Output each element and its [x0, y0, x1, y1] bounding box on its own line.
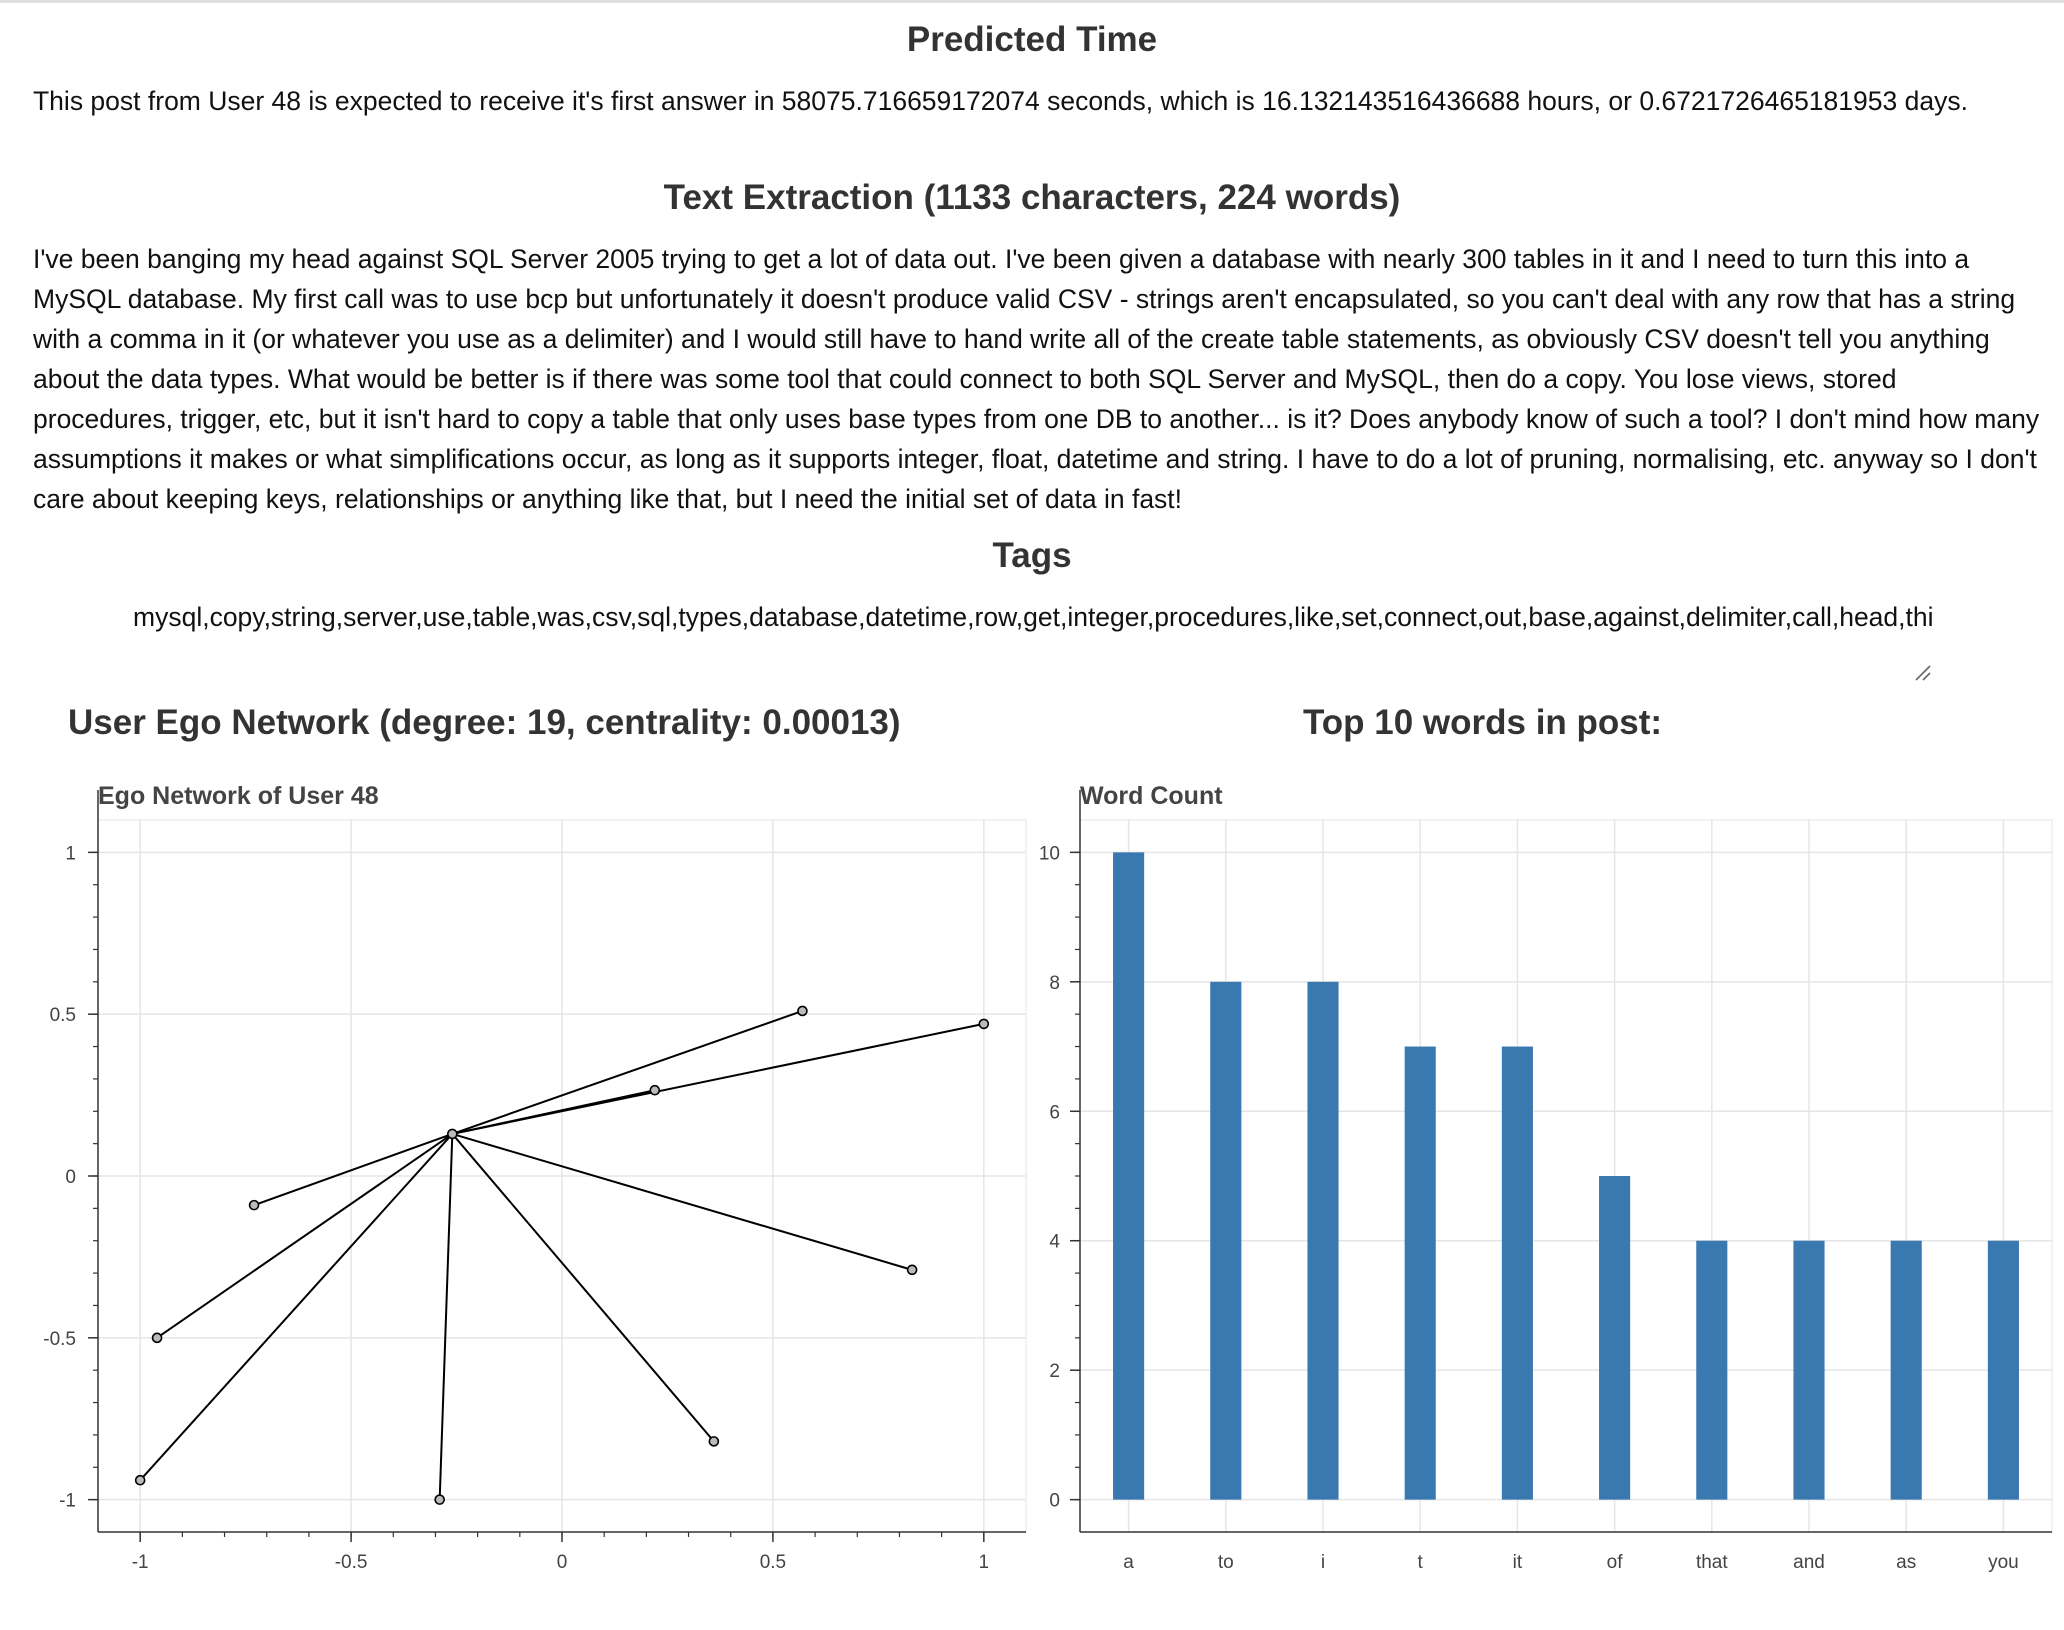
ego-node — [151, 1332, 163, 1344]
ego-node — [708, 1436, 720, 1447]
bar-as — [1890, 1240, 1922, 1500]
bar-x-tick-label: i — [1321, 1552, 1325, 1573]
bar-it — [1501, 1046, 1533, 1500]
ego-edge — [452, 1089, 656, 1135]
top-divider — [0, 0, 2064, 3]
ego-x-tick-label: 1 — [979, 1552, 990, 1573]
ego-y-tick-label: -1 — [59, 1491, 76, 1512]
ego-edge — [438, 1133, 454, 1500]
bar-y-tick-label: 10 — [1039, 843, 1060, 864]
ego-node — [649, 1084, 661, 1096]
bar-i — [1307, 981, 1339, 1500]
ego-y-tick-label: 0.5 — [50, 1005, 76, 1026]
ego-edge — [452, 1132, 913, 1271]
bar-plot-frame — [1079, 819, 2053, 1533]
bar-t — [1404, 1046, 1436, 1500]
bar-x-tick-label: a — [1123, 1552, 1134, 1573]
ego-network-heading: User Ego Network (degree: 19, centrality… — [68, 703, 901, 742]
ego-node — [134, 1474, 146, 1486]
bar-y-tick-label: 2 — [1049, 1361, 1060, 1382]
bar-x-tick-label: of — [1607, 1552, 1624, 1573]
ego-center-node — [447, 1128, 458, 1140]
ego-y-tick-label: 0 — [65, 1167, 76, 1188]
ego-axes: -1 -0.5 0 0.5 1 1 0.5 0 -0.5 -1 — [43, 790, 1026, 1573]
ego-edge — [139, 1133, 454, 1481]
bar-of — [1599, 1176, 1631, 1500]
predicted-time-heading: Predicted Time — [906, 20, 1158, 59]
bar-to — [1210, 981, 1242, 1500]
ego-y-tick-label: 1 — [65, 843, 76, 864]
ego-edge — [253, 1132, 453, 1207]
ego-x-tick-label: -0.5 — [335, 1552, 368, 1573]
bar-x-tick-label: to — [1218, 1552, 1234, 1573]
bar-y-tick-label: 0 — [1049, 1491, 1060, 1512]
ego-network-title: Ego Network of User 48 — [98, 782, 379, 810]
ego-edge — [451, 1010, 803, 1135]
ego-x-tick-label: 0.5 — [760, 1552, 786, 1573]
ego-node — [248, 1199, 260, 1211]
bar-x-tick-label: that — [1696, 1552, 1728, 1573]
bar-x-tick-label: and — [1793, 1552, 1825, 1573]
text-extraction-body: I've been banging my head against SQL Se… — [33, 244, 2040, 514]
ego-node — [434, 1494, 445, 1505]
ego-y-tick-label: -0.5 — [43, 1329, 76, 1350]
bar-series — [1113, 852, 2019, 1500]
bar-y-tick-label: 8 — [1049, 973, 1060, 994]
bar-y-tick-label: 6 — [1049, 1102, 1060, 1123]
word-count-title: Word Count — [1080, 782, 1223, 810]
predicted-time-text: This post from User 48 is expected to re… — [33, 86, 1968, 116]
ego-node — [906, 1264, 918, 1276]
top-words-heading: Top 10 words in post: — [1303, 703, 1663, 742]
bar-x-tick-label: as — [1896, 1552, 1916, 1573]
bar-x-tick-label: you — [1988, 1552, 2019, 1573]
resize-handle-icon[interactable] — [1914, 664, 1932, 682]
text-extraction-heading: Text Extraction (1133 characters, 224 wo… — [663, 178, 1401, 217]
tags-heading: Tags — [992, 536, 1072, 575]
bar-you — [1987, 1240, 2019, 1500]
ego-edge — [451, 1133, 715, 1443]
ego-node — [797, 1005, 808, 1017]
ego-edge — [156, 1133, 453, 1339]
ego-network-plot[interactable]: Ego Network of User 48 -1 -0.5 0 0.5 110.50-… — [0, 770, 1040, 1573]
bar-that — [1696, 1240, 1728, 1500]
ego-edges — [139, 1010, 985, 1500]
bar-a — [1113, 852, 1145, 1500]
ego-grid — [98, 820, 1026, 1532]
ego-x-tick-label: 0 — [557, 1552, 568, 1573]
bar-x-tick-label: it — [1513, 1552, 1523, 1573]
bar-y-tick-label: 4 — [1049, 1232, 1060, 1253]
ego-node — [978, 1018, 990, 1030]
bar-and — [1793, 1240, 1825, 1500]
ego-x-tick-label: -1 — [132, 1552, 149, 1573]
ego-nodes — [134, 1005, 990, 1505]
tags-textarea[interactable]: mysql,copy,string,server,use,table,was,c… — [133, 602, 1933, 632]
bar-x-tick-label: t — [1418, 1552, 1424, 1573]
